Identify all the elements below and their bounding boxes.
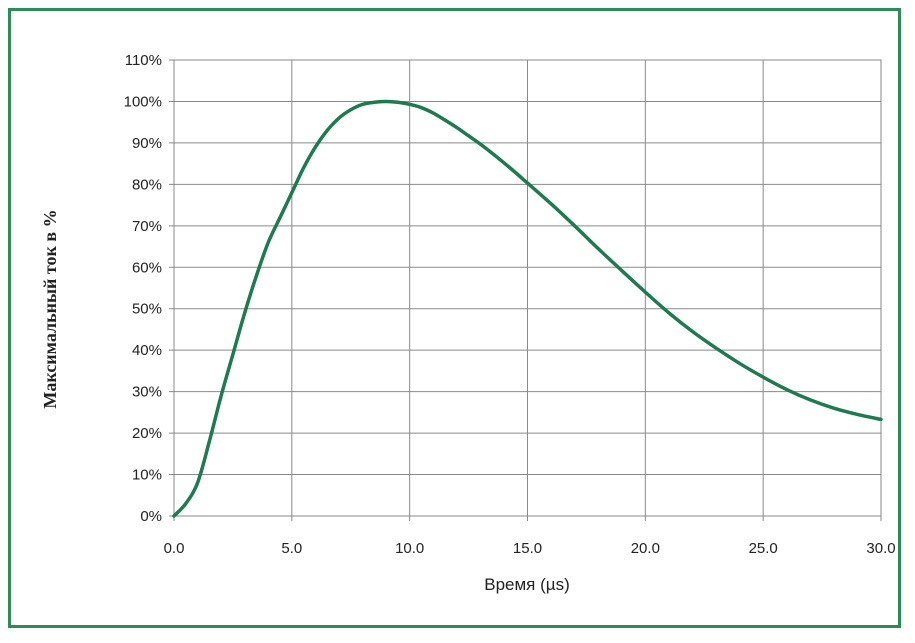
- x-tick-label: 10.0: [395, 540, 424, 557]
- series-line: [172, 99, 883, 518]
- x-axis-label: Время (µs): [484, 575, 569, 594]
- y-tick-label: 50%: [132, 301, 162, 318]
- x-tick-label: 25.0: [749, 540, 778, 557]
- y-tick-label: 0%: [140, 508, 162, 525]
- y-axis-label: Максимальный ток в %: [40, 209, 60, 408]
- y-tick-label: 90%: [132, 135, 162, 152]
- grid: [169, 59, 882, 521]
- y-tick-label: 20%: [132, 425, 162, 442]
- y-tick-label: 30%: [132, 384, 162, 401]
- y-tick-label: 10%: [132, 467, 162, 484]
- y-tick-label: 110%: [125, 52, 162, 69]
- y-tick-label: 100%: [124, 93, 162, 110]
- x-tick-label: 5.0: [281, 540, 302, 557]
- y-tick-label: 60%: [132, 259, 162, 276]
- y-tick-label: 80%: [132, 176, 162, 193]
- y-tick-label: 70%: [132, 218, 162, 235]
- x-tick-label: 30.0: [866, 540, 895, 557]
- y-tick-label: 40%: [132, 342, 162, 359]
- x-axis-ticks: 0.0 5.0 10.0 15.0 20.0 25.0 30.0: [164, 540, 896, 557]
- x-tick-label: 0.0: [164, 540, 185, 557]
- x-tick-label: 15.0: [513, 540, 542, 557]
- chart-frame: [8, 8, 901, 628]
- x-tick-label: 20.0: [631, 540, 660, 557]
- y-axis-ticks: 0% 10% 20% 30% 40% 50% 60% 70% 80% 90% 100% 110%: [124, 52, 162, 525]
